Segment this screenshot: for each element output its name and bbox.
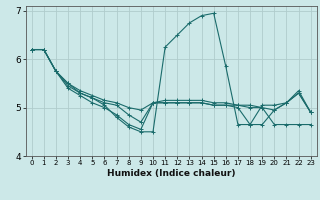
X-axis label: Humidex (Indice chaleur): Humidex (Indice chaleur) — [107, 169, 236, 178]
